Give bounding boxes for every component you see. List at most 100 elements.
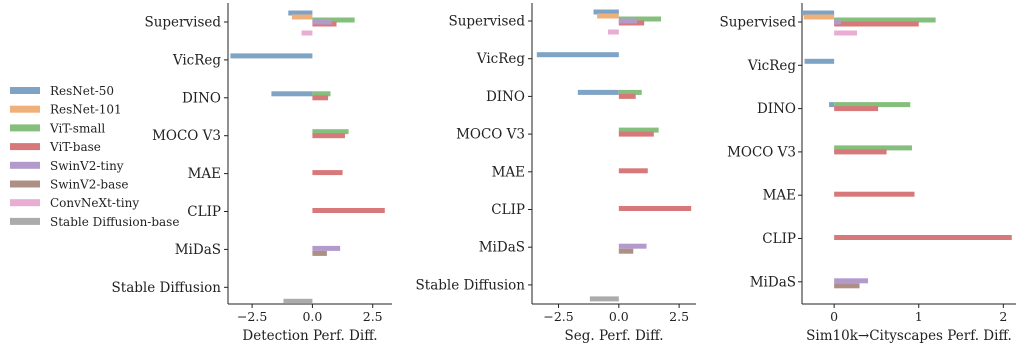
x-tick-label: 2.5 <box>669 309 689 324</box>
bar-vit-base-moco-v3 <box>834 149 887 155</box>
category-label-clip: CLIP <box>187 204 221 220</box>
segmentation-panel: −2.5 0.0 2.5 Seg. Perf. Diff. Supervised VicR… <box>416 3 696 344</box>
bar-resnet-50-supervised <box>288 10 313 16</box>
legend-swatch <box>10 105 40 113</box>
x-tick-label: 0.0 <box>609 309 629 324</box>
x-axis-label: Seg. Perf. Diff. <box>564 328 663 344</box>
category-label-midas: MiDaS <box>175 242 221 258</box>
legend-swatch <box>10 217 40 225</box>
legend: ResNet-50 ResNet-101 ViT-small ViT-base Swin… <box>10 84 179 229</box>
bar-resnet-50-dino <box>829 102 835 108</box>
legend-entry-swinv2-tiny: SwinV2-tiny <box>10 159 124 173</box>
x-tick-label: 0 <box>830 309 838 324</box>
detection-panel: −2.5 0.0 2.5 Detection Perf. Diff. Supervise… <box>112 3 392 344</box>
bar-vit-small-dino <box>312 91 331 97</box>
x-axis-label: Detection Perf. Diff. <box>242 328 377 344</box>
legend-label: Stable Diffusion-base <box>50 215 179 229</box>
bar-vit-small-supervised <box>834 17 936 23</box>
legend-entry-resnet-101: ResNet-101 <box>10 103 122 117</box>
category-label-moco-v3: MOCO V3 <box>152 128 221 144</box>
legend-entry-resnet-50: ResNet-50 <box>10 84 114 98</box>
legend-swatch <box>10 199 40 207</box>
bar-vit-small-moco-v3 <box>312 129 349 135</box>
bar-vit-base-clip <box>834 235 1012 240</box>
bar-resnet-50-supervised <box>593 9 619 15</box>
legend-entry-vit-base: ViT-base <box>10 140 101 154</box>
bar-swinv2-tiny-midas <box>618 243 647 249</box>
category-label-vicreg: VicReg <box>172 52 222 68</box>
category-label-supervised: Supervised <box>448 14 525 30</box>
legend-swatch <box>10 87 40 94</box>
bar-swinv2-base-midas <box>618 248 634 254</box>
legend-label: ConvNeXt-tiny <box>50 196 139 210</box>
category-label-stable-diffusion: Stable Diffusion <box>416 277 526 293</box>
category-label-mae: MAE <box>763 188 796 204</box>
bar-resnet-50-vicreg <box>804 58 835 64</box>
bar-resnet-101-supervised <box>803 14 835 20</box>
bar-resnet-50-vicreg <box>230 53 313 59</box>
category-label-supervised: Supervised <box>719 15 796 31</box>
category-label-vicreg: VicReg <box>747 58 797 74</box>
legend-label: ViT-small <box>49 121 105 135</box>
bar-swinv2-tiny-supervised <box>834 19 841 25</box>
category-label-supervised: Supervised <box>144 15 221 31</box>
legend-label: SwinV2-base <box>50 178 129 192</box>
legend-swatch <box>10 161 40 169</box>
x-axis-label: Sim10k→Cityscapes Perf. Diff. <box>806 328 1012 344</box>
legend-label: ResNet-101 <box>50 103 122 117</box>
bar-vit-base-supervised <box>834 21 919 27</box>
bar-vit-small-dino <box>834 102 911 108</box>
x-tick-label: 2 <box>999 309 1007 324</box>
x-tick-label: 0.0 <box>302 309 322 324</box>
x-tick-label: 2.5 <box>363 309 383 324</box>
category-label-clip: CLIP <box>762 231 796 247</box>
legend-entry-swinv2-base: SwinV2-base <box>10 178 129 192</box>
legend-entry-convnext-tiny: ConvNeXt-tiny <box>10 196 139 210</box>
category-label-midas: MiDaS <box>750 274 796 290</box>
bar-vit-base-moco-v3 <box>618 131 654 137</box>
category-label-clip: CLIP <box>491 202 525 218</box>
bar-vit-base-clip <box>312 208 385 213</box>
category-label-dino: DINO <box>182 90 221 106</box>
bar-vit-small-moco-v3 <box>618 127 659 133</box>
bar-vit-small-moco-v3 <box>834 145 912 151</box>
bar-vit-base-moco-v3 <box>312 133 345 139</box>
category-label-dino: DINO <box>486 89 525 105</box>
bar-convnext-tiny-supervised <box>301 30 313 36</box>
bar-vit-base-dino <box>312 95 329 101</box>
bar-resnet-50-dino <box>271 91 313 97</box>
bar-vit-base-clip <box>618 206 692 211</box>
sim10k-cityscapes-panel: 0 1 2 Sim10k→Cityscapes Perf. Diff. Supervis… <box>719 3 1016 344</box>
bar-resnet-50-vicreg <box>536 52 619 58</box>
x-tick-label: −2.5 <box>237 309 267 324</box>
bar-vit-base-mae <box>312 170 343 176</box>
bar-stable-diffusion-base-stable-diffusion <box>283 298 313 304</box>
bar-convnext-tiny-supervised <box>834 30 857 36</box>
bar-vit-base-mae <box>618 168 648 174</box>
bar-resnet-101-supervised <box>597 13 619 19</box>
bar-vit-small-supervised <box>312 17 355 23</box>
bar-vit-base-dino <box>618 93 636 99</box>
bar-vit-base-dino <box>834 106 879 112</box>
legend-swatch <box>10 180 40 188</box>
category-label-vicreg: VicReg <box>476 51 526 67</box>
bar-swinv2-tiny-midas <box>834 278 868 284</box>
x-tick-label: −2.5 <box>543 309 573 324</box>
bar-swinv2-tiny-supervised <box>312 19 332 25</box>
category-label-midas: MiDaS <box>479 240 525 256</box>
bar-resnet-101-supervised <box>291 14 313 20</box>
bar-resnet-50-dino <box>577 89 619 95</box>
bar-vit-base-mae <box>834 191 915 197</box>
legend-label: ViT-base <box>49 140 101 154</box>
bar-swinv2-tiny-midas <box>312 245 341 251</box>
legend-entry-stable-diffusion-base: Stable Diffusion-base <box>10 215 179 229</box>
category-label-mae: MAE <box>188 166 221 182</box>
legend-label: ResNet-50 <box>50 84 114 98</box>
category-label-stable-diffusion: Stable Diffusion <box>112 280 222 296</box>
bar-vit-small-dino <box>618 89 642 95</box>
bar-resnet-50-supervised <box>802 10 835 16</box>
category-label-moco-v3: MOCO V3 <box>727 144 796 160</box>
legend-swatch <box>10 124 40 132</box>
x-tick-label: 1 <box>915 309 923 324</box>
